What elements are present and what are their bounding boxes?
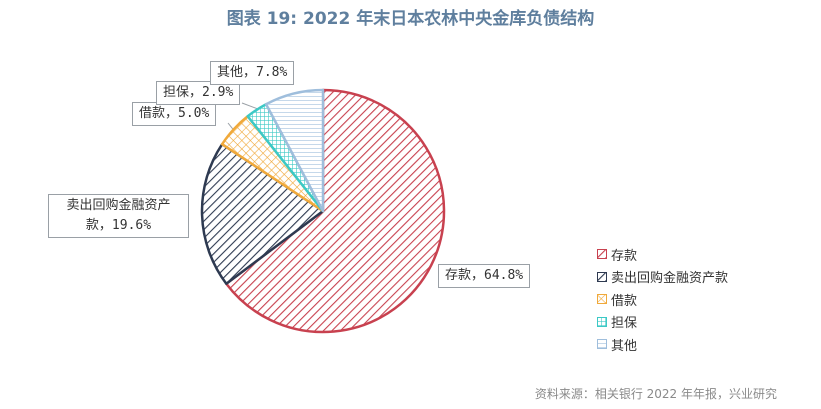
pie-slice-repo bbox=[200, 142, 325, 285]
legend-swatch-deposit bbox=[597, 249, 607, 260]
data-label-other: 其他，7.8% bbox=[210, 61, 295, 85]
legend-swatch-repo bbox=[597, 271, 607, 282]
legend-label-repo: 卖出回购金融资产款 bbox=[611, 271, 729, 287]
legend-item-deposit: 存款 bbox=[597, 243, 728, 266]
legend-label-other: 其他 bbox=[611, 338, 638, 354]
chart-title: 图表 19: 2022 年末日本农林中央金库负债结构 bbox=[226, 9, 595, 29]
legend-item-borrow: 借款 bbox=[597, 288, 728, 311]
legend-item-other: 其他 bbox=[597, 333, 728, 356]
data-label-repo-line1: 卖出回购金融资产 bbox=[66, 198, 171, 213]
legend-item-repo: 卖出回购金融资产款 bbox=[597, 266, 728, 289]
legend-item-guarantee: 担保 bbox=[597, 311, 728, 334]
source-note: 资料来源：相关银行 2022 年年报，兴业研究 bbox=[534, 387, 777, 401]
chart-legend: 存款 卖出回购金融资产款 借款 担保 其他 bbox=[597, 243, 728, 356]
data-label-repo: 卖出回购金融资产 款，19.6% bbox=[48, 194, 189, 238]
legend-swatch-borrow bbox=[597, 294, 607, 305]
legend-swatch-guarantee bbox=[597, 316, 607, 327]
leader-line-guarantee bbox=[241, 102, 259, 110]
data-label-borrow: 借款，5.0% bbox=[132, 102, 217, 126]
legend-swatch-other bbox=[597, 339, 607, 350]
pie-slice-deposit bbox=[225, 88, 446, 334]
legend-label-deposit: 存款 bbox=[611, 248, 638, 264]
legend-label-guarantee: 担保 bbox=[611, 316, 638, 332]
pie-slice-other bbox=[264, 88, 325, 213]
data-label-guarantee: 担保，2.9% bbox=[156, 81, 241, 105]
data-label-deposit: 存款，64.8% bbox=[438, 264, 531, 288]
data-label-repo-line2: 款，19.6% bbox=[85, 218, 152, 233]
legend-label-borrow: 借款 bbox=[611, 293, 638, 309]
